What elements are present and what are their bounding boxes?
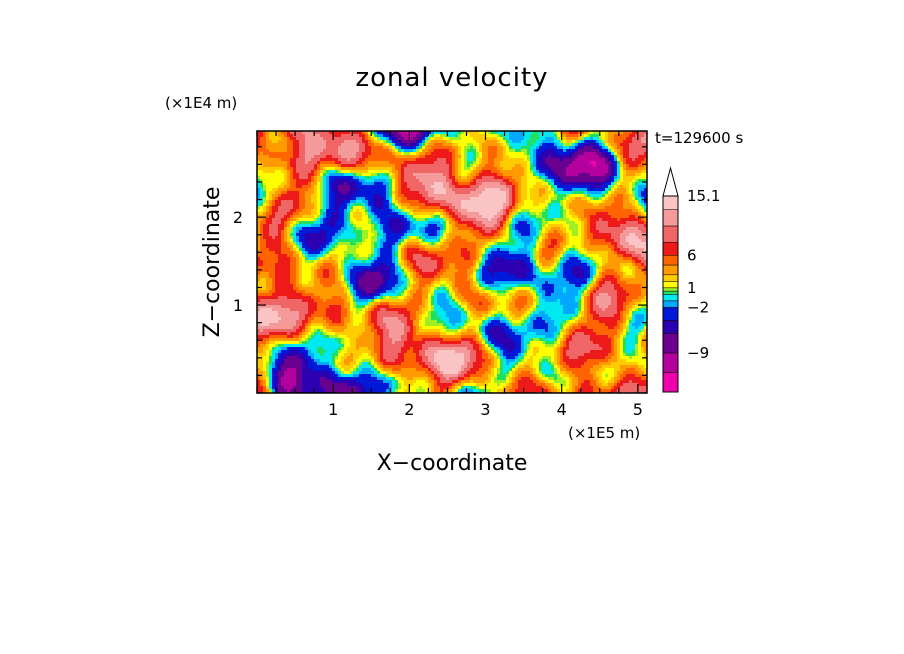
y-axis-ticks: 12 (233, 146, 647, 394)
plot-frame (256, 130, 648, 394)
colorbar-label: 1 (687, 279, 697, 297)
colorbar-band (662, 290, 679, 295)
colorbar-label: −9 (687, 344, 709, 362)
colorbar-band (662, 281, 679, 289)
colorbar-overflow-arrow (662, 166, 679, 197)
y-axis-label: Z−coordinate (200, 187, 225, 338)
colorbar-label: 6 (687, 246, 697, 264)
x-tick-label: 1 (328, 400, 338, 419)
colorbar-label: −2 (687, 298, 709, 316)
colorbar-band (662, 287, 679, 292)
contour-field (257, 131, 648, 394)
x-tick-label: 4 (557, 400, 567, 419)
x-tick-label: 5 (633, 400, 643, 419)
colorbar-band (662, 264, 679, 276)
colorbar-band (662, 372, 679, 393)
y-unit-label: (×1E4 m) (165, 94, 237, 112)
colorbar-band (662, 241, 679, 256)
chart-title: zonal velocity (355, 63, 548, 93)
colorbar-band (662, 300, 679, 308)
y-tick-label: 2 (233, 208, 243, 227)
y-tick-label: 1 (233, 296, 243, 315)
x-axis-ticks: 1 2 3 4 5 (256, 131, 643, 419)
colorbar-band (662, 333, 679, 354)
colorbar-band (662, 274, 679, 282)
colorbar-band (662, 255, 679, 266)
colorbar-band (662, 225, 679, 243)
x-axis-label: X−coordinate (377, 451, 528, 476)
x-unit-label: (×1E5 m) (568, 424, 640, 442)
colorbar-label: 15.1 (687, 187, 720, 205)
colorbar-band (662, 352, 679, 373)
colorbar-band (662, 209, 679, 227)
time-label: t=129600 s (655, 129, 743, 147)
colorbar-band (662, 307, 679, 321)
colorbar-band (662, 195, 679, 210)
colorbar-band (662, 294, 679, 302)
colorbar-band (662, 320, 679, 334)
x-tick-label: 2 (404, 400, 414, 419)
x-tick-label: 3 (480, 400, 490, 419)
colorbar: 15.1 6 1−2 −9 (662, 166, 720, 393)
